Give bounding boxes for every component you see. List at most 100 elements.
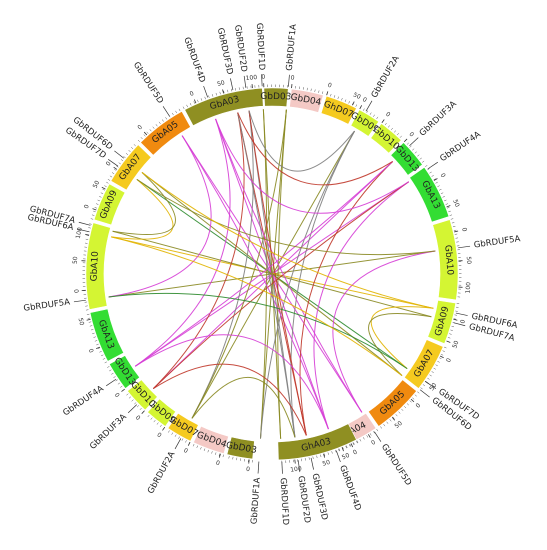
major-tick <box>403 138 408 143</box>
gene-leader-line <box>365 100 373 112</box>
minor-tick <box>123 156 126 159</box>
minor-tick <box>150 417 153 420</box>
minor-tick <box>143 134 146 137</box>
chromosome-segment-gbd09 <box>350 109 380 137</box>
minor-tick <box>88 227 91 229</box>
minor-tick <box>107 179 111 181</box>
minor-tick <box>159 424 162 428</box>
scale-ticks: 0501000005000005005010005005005005005010… <box>72 74 473 474</box>
tick-label: 50 <box>393 420 403 430</box>
synteny-link <box>299 161 394 436</box>
chromosome-segment-gbd07 <box>167 412 199 442</box>
tick-label: 50 <box>352 91 362 101</box>
minor-tick <box>450 329 453 331</box>
chromosome-segment-gbd13 <box>108 355 141 389</box>
minor-tick <box>114 168 117 171</box>
chromosome-segment-gba05 <box>367 379 417 427</box>
synteny-link <box>141 172 434 309</box>
minor-tick <box>231 88 233 92</box>
minor-tick <box>427 377 430 380</box>
minor-tick <box>366 435 369 438</box>
tick-label: 0 <box>87 348 95 354</box>
minor-tick <box>211 451 213 454</box>
tick-label: 0 <box>370 439 377 447</box>
major-tick <box>352 101 355 106</box>
minor-tick <box>395 414 398 417</box>
minor-tick <box>136 405 140 408</box>
major-tick <box>446 205 451 208</box>
minor-tick <box>344 99 347 102</box>
minor-tick <box>422 384 426 387</box>
gene-leader-line <box>243 75 247 88</box>
tick-label: 0 <box>290 74 295 81</box>
minor-tick <box>185 440 187 443</box>
tick-label: 0 <box>445 357 453 364</box>
minor-tick <box>417 391 420 394</box>
minor-tick <box>330 93 332 97</box>
minor-tick <box>417 154 420 157</box>
chromosome-segment-gbd10 <box>370 123 402 154</box>
minor-tick <box>208 95 210 98</box>
gene-label: GbRDUF1A <box>285 24 299 72</box>
minor-tick <box>454 233 458 235</box>
minor-tick <box>120 159 124 162</box>
minor-tick <box>412 148 415 151</box>
minor-tick <box>427 168 430 171</box>
gene-leader-line <box>409 137 419 147</box>
minor-tick <box>452 225 456 228</box>
minor-tick <box>348 101 350 104</box>
gene-leader-line <box>107 158 119 167</box>
minor-tick <box>320 454 322 458</box>
gene-label: GbRDUF3A <box>418 99 459 138</box>
minor-tick <box>312 456 314 459</box>
minor-tick <box>335 449 337 453</box>
minor-tick <box>117 382 121 385</box>
minor-tick <box>104 361 108 364</box>
minor-tick <box>356 440 359 443</box>
minor-tick <box>451 222 455 224</box>
minor-tick <box>363 108 365 111</box>
minor-tick <box>433 178 436 181</box>
segment-label: GbD03 <box>260 92 291 103</box>
gene-leader-line <box>78 221 91 226</box>
minor-tick <box>310 88 312 92</box>
minor-tick <box>94 340 98 342</box>
minor-tick <box>345 445 347 449</box>
minor-tick <box>363 437 365 440</box>
gene-leader-line <box>453 322 466 327</box>
minor-tick <box>384 122 387 126</box>
synteny-links <box>108 109 436 439</box>
tick-label: 100 <box>75 227 84 240</box>
minor-tick <box>109 369 112 372</box>
minor-tick <box>171 112 174 116</box>
tick-label: 0 <box>439 172 447 179</box>
major-tick <box>218 453 221 458</box>
major-tick <box>143 131 148 136</box>
major-tick <box>391 416 396 421</box>
chromosome-segment-gbd04 <box>192 425 229 455</box>
chromosome-segment-gba05 <box>140 110 191 156</box>
minor-tick <box>153 419 156 423</box>
minor-tick <box>421 160 425 163</box>
synteny-link <box>370 306 434 370</box>
minor-tick <box>196 445 198 449</box>
minor-tick <box>139 407 142 411</box>
chromosome-segment-gba09 <box>427 299 457 345</box>
minor-tick <box>97 347 101 349</box>
chromosome-segment-gbd03 <box>226 436 255 460</box>
minor-tick <box>90 329 94 331</box>
minor-tick <box>380 426 382 429</box>
minor-tick <box>444 199 447 202</box>
gene-label: GbRDUF3D <box>215 27 235 76</box>
gene-leader-line <box>174 438 182 450</box>
major-tick <box>433 178 438 181</box>
tick-label: 0 <box>72 289 79 294</box>
major-tick <box>86 318 91 321</box>
synteny-link <box>134 161 394 367</box>
tick-label: 0 <box>327 82 333 90</box>
minor-tick <box>99 196 102 198</box>
tick-label: 50 <box>451 340 460 350</box>
synteny-link <box>215 118 410 214</box>
tick-label: 0 <box>407 131 415 139</box>
minor-tick <box>228 456 230 459</box>
